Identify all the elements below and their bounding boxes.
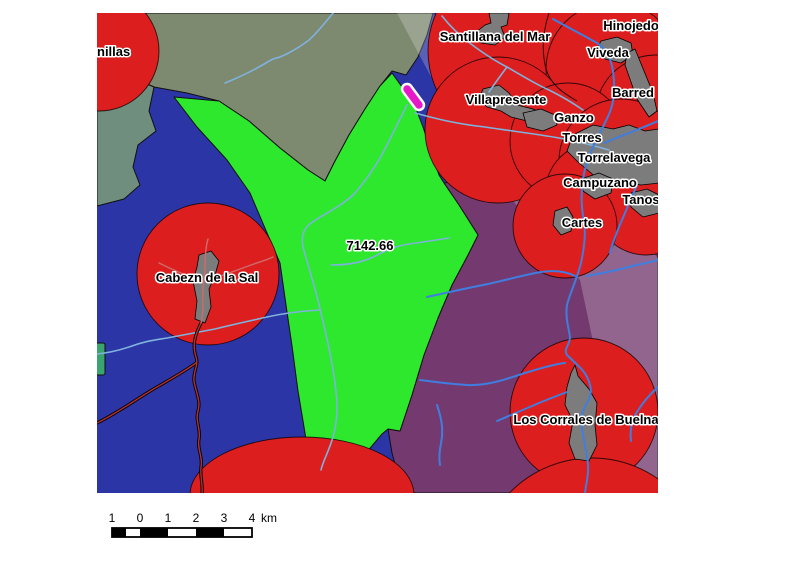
town-santillana <box>474 13 510 46</box>
zone-teal-small <box>97 342 106 376</box>
place-label-hinojedo: Hinojedo <box>603 18 659 33</box>
scalebar-tick: 2 <box>193 511 200 525</box>
boundary-line <box>542 13 578 102</box>
place-label-campuzano: Campuzano <box>563 175 637 190</box>
scalebar-border <box>111 527 253 538</box>
place-label-torrelavega: Torrelavega <box>578 150 652 165</box>
scalebar: 1 0 1 2 3 4 km <box>109 511 277 538</box>
town-ganzo <box>522 108 558 132</box>
place-labels: nillas Santillana del Mar Hinojedo Vived… <box>97 17 659 429</box>
highlight-capsule <box>400 82 426 112</box>
place-label-barreda: Barred <box>612 85 654 100</box>
scalebar-segment <box>196 528 224 537</box>
buffer-bottom-left <box>189 436 415 493</box>
rivers-light <box>97 13 610 471</box>
town-polygons <box>192 13 658 462</box>
place-label-viveda: Viveda <box>587 45 629 60</box>
map-canvas: nillas Santillana del Mar Hinojedo Vived… <box>97 13 659 493</box>
scalebar-tick: 1 <box>109 511 116 525</box>
place-label-cartes: Cartes <box>562 215 602 230</box>
region-area-label: 7142.66 <box>347 238 394 253</box>
place-label-torres: Torres <box>562 130 602 145</box>
scalebar-tick: 3 <box>221 511 228 525</box>
town-barreda-strip <box>624 48 658 118</box>
scalebar-tick: 0 <box>137 511 144 525</box>
rivers-bright <box>419 18 658 493</box>
scalebar-tick: 1 <box>165 511 172 525</box>
scalebar-bar <box>112 528 252 537</box>
roads <box>97 238 274 493</box>
place-label-villapresente: Villapresente <box>466 92 547 107</box>
place-label-tanos: Tanos <box>622 192 659 207</box>
scalebar-segment <box>112 528 126 537</box>
scalebar-segment <box>140 528 168 537</box>
town-tanos <box>630 188 658 218</box>
town-cartes <box>552 206 574 236</box>
buffer-comillas <box>97 13 160 112</box>
place-label-ganzo: Ganzo <box>554 110 594 125</box>
place-label-santillana: Santillana del Mar <box>440 29 551 44</box>
buffer-south-arc <box>508 457 658 493</box>
place-label-los-corrales: Los Corrales de Buelna <box>513 412 659 427</box>
place-label-cabezon: Cabezn de la Sal <box>156 270 259 285</box>
town-cabezon <box>192 250 220 324</box>
town-campuzano <box>580 172 614 200</box>
town-los-corrales <box>564 364 598 462</box>
scalebar-unit: km <box>261 511 277 525</box>
town-torrelavega <box>566 124 658 186</box>
place-label-comillas: nillas <box>97 44 130 59</box>
scalebar-tick: 4 <box>249 511 256 525</box>
